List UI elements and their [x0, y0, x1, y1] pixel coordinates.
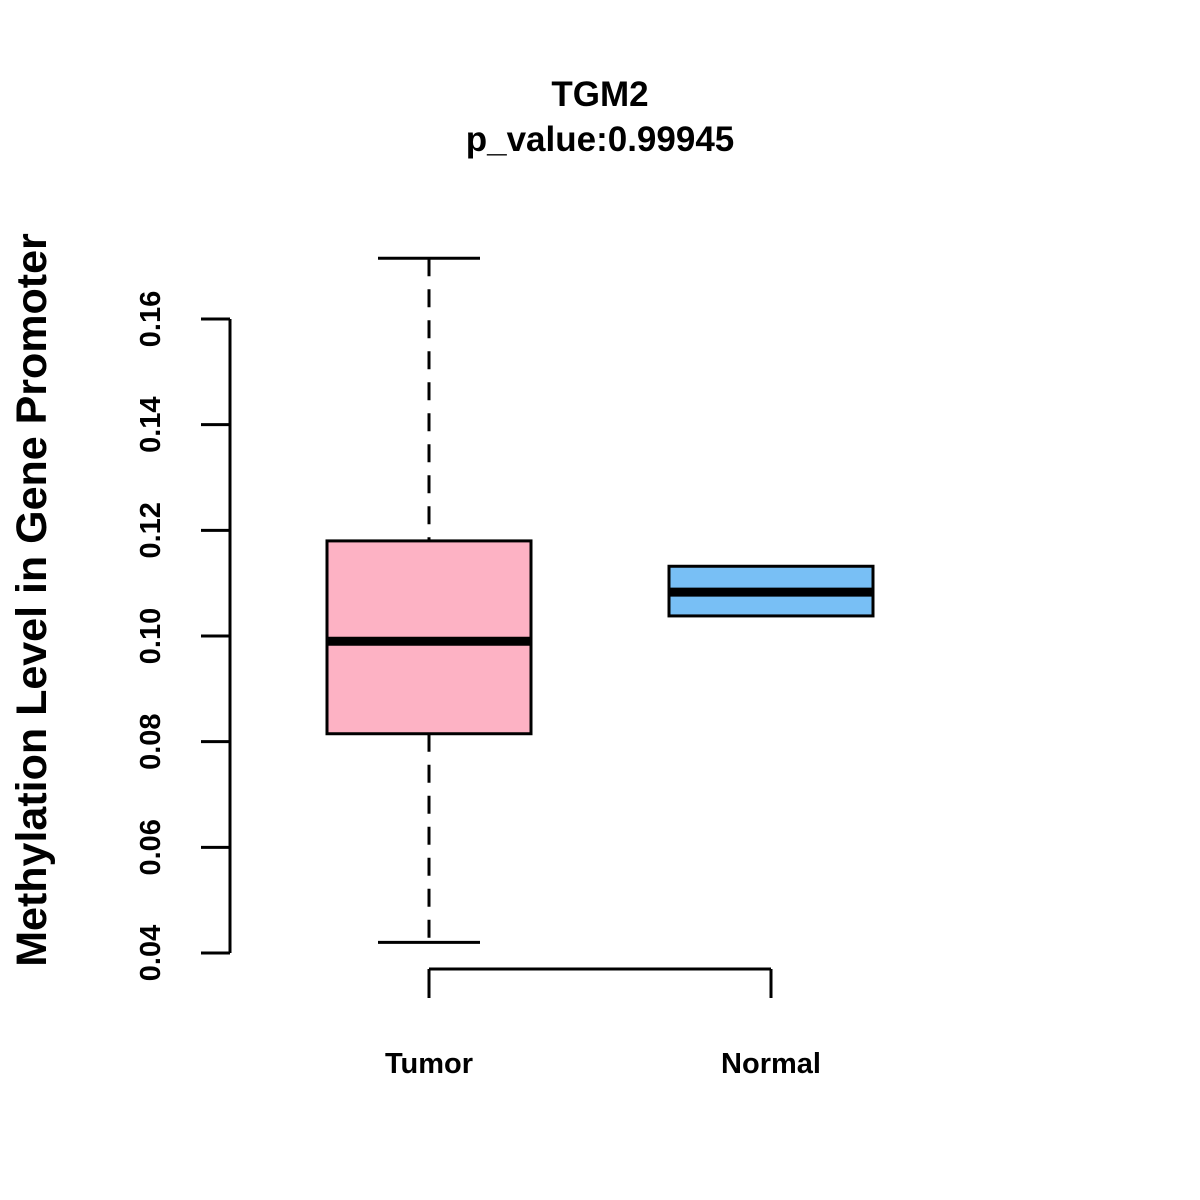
x-axis: Tumor Normal — [385, 967, 821, 1080]
x-tick-label: Tumor — [385, 1048, 473, 1080]
chart-subtitle: p_value:0.99945 — [466, 120, 735, 159]
y-axis: 0.04 0.06 0.08 0.10 0.12 0.14 0.16 — [135, 291, 232, 981]
y-tick-label: 0.10 — [135, 608, 167, 664]
y-tick-label: 0.08 — [135, 713, 167, 769]
y-tick-label: 0.16 — [135, 291, 167, 347]
x-tick-label: Normal — [721, 1048, 821, 1080]
y-tick-label: 0.12 — [135, 502, 167, 558]
y-axis-label: Methylation Level in Gene Promoter — [8, 233, 56, 967]
y-tick-label: 0.06 — [135, 819, 167, 875]
boxes-group — [325, 256, 875, 944]
y-tick-label: 0.14 — [135, 396, 167, 452]
chart-title: TGM2 — [551, 75, 648, 114]
y-tick-label: 0.04 — [135, 925, 167, 981]
